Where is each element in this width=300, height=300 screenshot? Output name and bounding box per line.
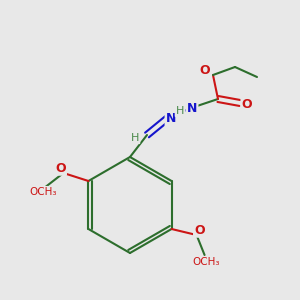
Text: H: H [131, 133, 139, 143]
Text: O: O [55, 161, 66, 175]
Text: OCH₃: OCH₃ [193, 257, 220, 267]
Text: OCH₃: OCH₃ [30, 187, 57, 197]
Text: O: O [200, 64, 210, 77]
Text: O: O [194, 224, 205, 236]
Text: H: H [176, 106, 184, 116]
Text: N: N [166, 112, 176, 125]
Text: N: N [187, 103, 197, 116]
Text: O: O [242, 98, 252, 110]
